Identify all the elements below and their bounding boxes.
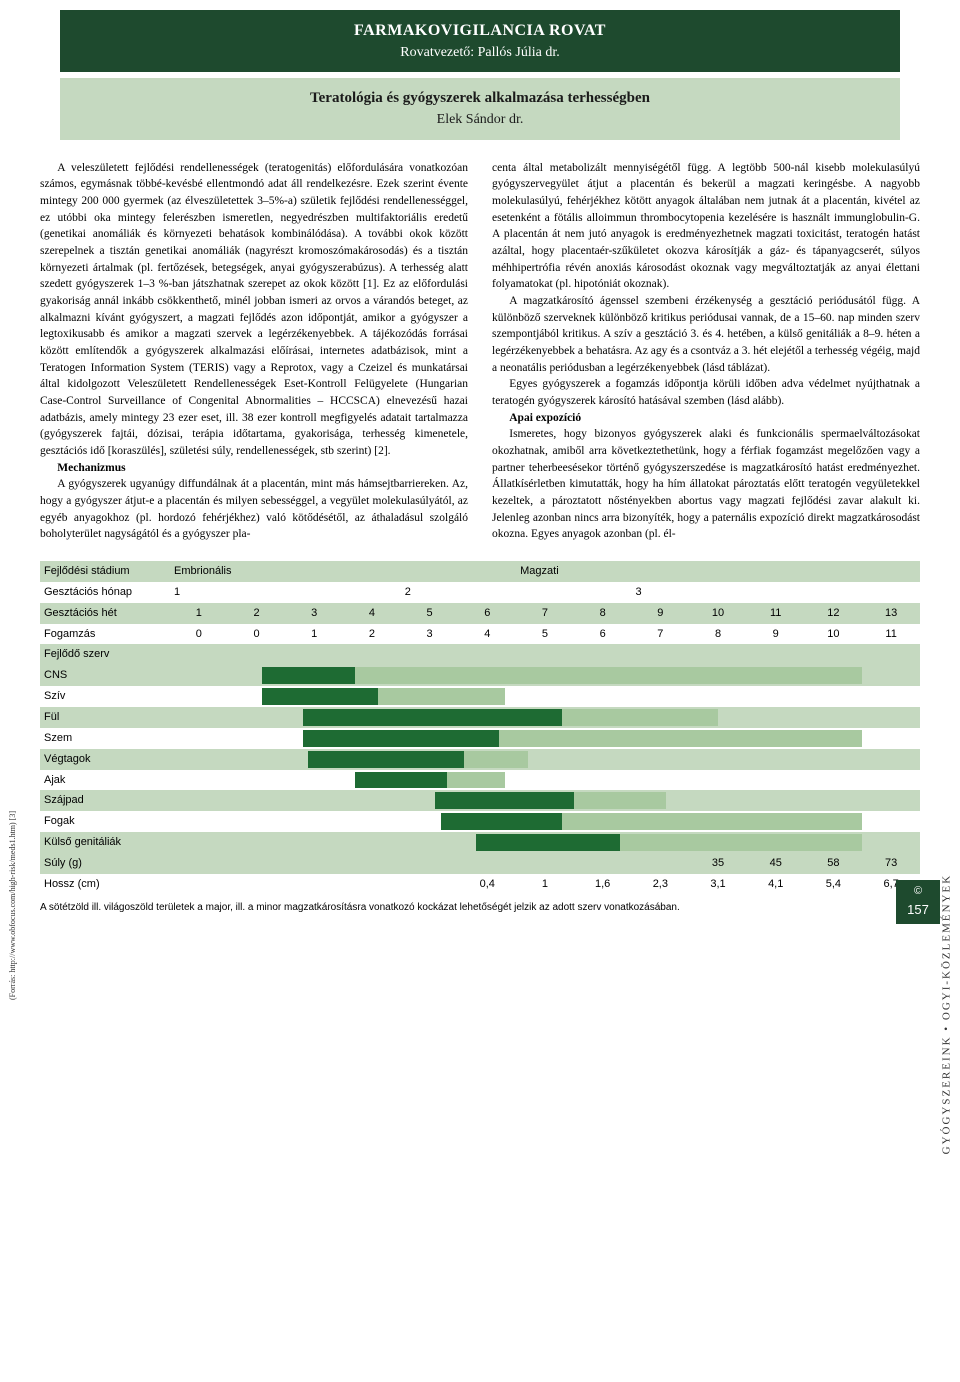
development-table: Fejlődési stádiumEmbrionálisMagzatiGeszt… bbox=[40, 561, 920, 914]
table-row: Ajak bbox=[40, 770, 920, 791]
rovat-title: FARMAKOVIGILANCIA ROVAT bbox=[60, 20, 900, 42]
article-author: Elek Sándor dr. bbox=[60, 111, 900, 130]
body-paragraph: Ismeretes, hogy bizonyos gyógyszerek ala… bbox=[492, 426, 920, 543]
body-paragraph: A magzatkárosító ágenssel szembeni érzék… bbox=[492, 293, 920, 376]
article-header: Teratológia és gyógyszerek alkalmazása t… bbox=[60, 78, 900, 139]
body-paragraph: Egyes gyógyszerek a fogamzás időpontja k… bbox=[492, 376, 920, 409]
article-title: Teratológia és gyógyszerek alkalmazása t… bbox=[60, 88, 900, 108]
page-number: © 157 bbox=[896, 880, 940, 924]
side-label: GYÓGYSZEREINK • OGYI-KÖZLEMÉNYEK bbox=[939, 874, 954, 1155]
subhead: Mechanizmus bbox=[40, 460, 468, 477]
article-body: A veleszületett fejlődési rendellenesség… bbox=[40, 160, 920, 543]
table-row: Szív bbox=[40, 686, 920, 707]
body-paragraph: A gyógyszerek ugyanúgy diffundálnak át a… bbox=[40, 476, 468, 543]
rovat-lead: Rovatvezető: Pallós Júlia dr. bbox=[60, 44, 900, 63]
table-row: Szem bbox=[40, 728, 920, 749]
table-row: CNS bbox=[40, 665, 920, 686]
column-right: centa által metabolizált mennyiségétől f… bbox=[492, 160, 920, 543]
table-footnote: A sötétzöld ill. világoszöld területek a… bbox=[40, 901, 920, 915]
source-note: (Forrás: http://www.obfocus.com/high-ris… bbox=[8, 811, 19, 1000]
table-row: Fogak bbox=[40, 811, 920, 832]
subhead: Apai expozíció bbox=[492, 410, 920, 427]
table-row: Szájpad bbox=[40, 790, 920, 811]
table-row: Végtagok bbox=[40, 749, 920, 770]
section-header: FARMAKOVIGILANCIA ROVAT Rovatvezető: Pal… bbox=[60, 10, 900, 72]
logo-icon: © bbox=[896, 884, 940, 899]
column-left: A veleszületett fejlődési rendellenesség… bbox=[40, 160, 468, 543]
table-row: Külső genitáliák bbox=[40, 832, 920, 853]
table-row: Fül bbox=[40, 707, 920, 728]
body-paragraph: A veleszületett fejlődési rendellenesség… bbox=[40, 160, 468, 460]
body-paragraph: centa által metabolizált mennyiségétől f… bbox=[492, 160, 920, 293]
